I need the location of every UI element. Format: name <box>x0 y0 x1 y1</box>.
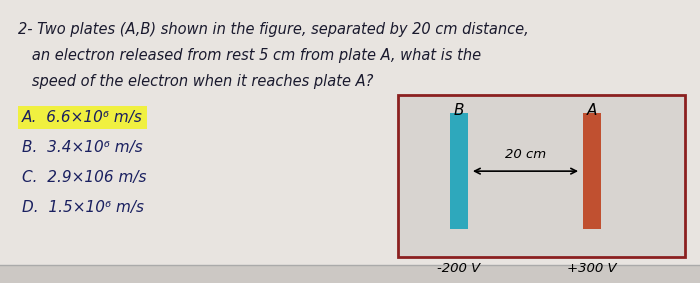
Text: D.  1.5×10⁶ m/s: D. 1.5×10⁶ m/s <box>22 200 144 215</box>
Text: B.  3.4×10⁶ m/s: B. 3.4×10⁶ m/s <box>22 140 143 155</box>
Bar <box>450 113 468 229</box>
Text: B: B <box>454 103 464 118</box>
Bar <box>583 113 601 229</box>
Text: an electron released from rest 5 cm from plate A, what is the: an electron released from rest 5 cm from… <box>18 48 481 63</box>
Bar <box>398 95 685 257</box>
Text: 20 cm: 20 cm <box>505 148 546 161</box>
Text: 2- Two plates (A,B) shown in the figure, separated by 20 cm distance,: 2- Two plates (A,B) shown in the figure,… <box>18 22 528 37</box>
Text: +300 V: +300 V <box>567 262 617 275</box>
Text: speed of the electron when it reaches plate A?: speed of the electron when it reaches pl… <box>18 74 373 89</box>
Text: A.  6.6×10⁶ m/s: A. 6.6×10⁶ m/s <box>22 110 143 125</box>
Text: A: A <box>587 103 597 118</box>
Text: C.  2.9×106 m/s: C. 2.9×106 m/s <box>22 170 146 185</box>
Text: -200 V: -200 V <box>438 262 481 275</box>
